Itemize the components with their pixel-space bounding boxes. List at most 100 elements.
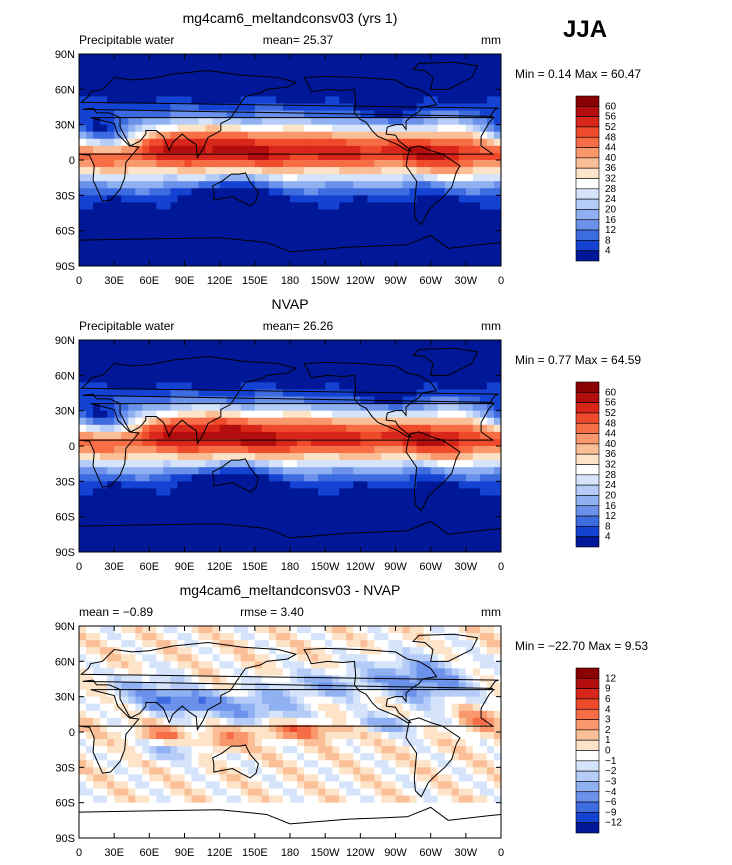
map-cell (451, 502, 460, 511)
map-cell (149, 223, 157, 232)
map-cell (472, 474, 481, 482)
map-cell (297, 495, 305, 504)
map-cell (332, 188, 340, 196)
map-cell (135, 258, 143, 266)
map-cell (479, 382, 488, 391)
map-cell (275, 75, 284, 83)
map-cell (170, 488, 179, 497)
map-cell (170, 138, 179, 147)
map-cell (458, 347, 467, 355)
map-cell (198, 89, 207, 97)
map-cell (451, 689, 460, 698)
map-cell (367, 145, 375, 154)
map-cell (416, 110, 425, 119)
map-cell (318, 152, 326, 161)
colorbar-box (575, 240, 600, 251)
map-cell (247, 474, 256, 482)
map-cell (198, 724, 207, 733)
map-cell (465, 732, 474, 740)
map-cell (486, 152, 495, 161)
map-cell (219, 131, 228, 140)
map-cell (156, 61, 164, 69)
map-cell (451, 347, 460, 355)
map-cell (325, 230, 333, 239)
map-cell (254, 230, 263, 239)
map-cell (451, 410, 460, 419)
map-cell (275, 703, 284, 712)
map-cell (304, 223, 312, 232)
map-cell (374, 375, 383, 383)
map-cell (282, 251, 291, 260)
map-cell (339, 724, 347, 733)
map-cell (219, 347, 228, 355)
map-cell (409, 689, 418, 698)
map-cell (240, 361, 249, 369)
map-cell (465, 340, 474, 348)
map-cell (121, 347, 129, 355)
map-cell (86, 174, 94, 182)
map-cell (486, 647, 495, 655)
map-cell (121, 488, 129, 497)
map-cell (486, 131, 495, 140)
map-cell (325, 544, 333, 552)
map-cell (226, 474, 235, 482)
map-cell (374, 537, 383, 546)
map-cell (437, 117, 446, 126)
map-cell (240, 68, 249, 76)
map-cell (100, 739, 108, 747)
map-cell (388, 523, 397, 532)
map-cell (346, 61, 354, 69)
map-cell (339, 54, 347, 62)
map-cell (416, 453, 425, 461)
map-cell (79, 640, 87, 648)
map-cell (184, 424, 193, 433)
map-cell (486, 54, 495, 62)
map-cell (381, 347, 390, 355)
map-cell (86, 209, 94, 218)
map-cell (346, 230, 354, 239)
map-cell (170, 474, 179, 482)
map-cell (304, 258, 312, 266)
map-cell (304, 516, 312, 525)
map-cell (114, 675, 122, 684)
map-cell (409, 167, 418, 175)
map-cell (332, 202, 340, 211)
map-cell (275, 746, 284, 754)
map-cell (128, 438, 136, 447)
map-cell (79, 502, 87, 511)
map-cell (212, 117, 221, 126)
map-cell (304, 438, 312, 447)
map-cell (100, 640, 108, 648)
map-cell (205, 68, 214, 76)
map-cell (493, 202, 501, 211)
coastline (405, 431, 461, 512)
map-cell (142, 347, 150, 355)
map-cell (430, 732, 439, 740)
map-cell (430, 145, 439, 154)
map-cell (114, 753, 122, 761)
map-cell (318, 82, 326, 90)
map-cell (437, 138, 446, 147)
map-cell (325, 732, 333, 740)
map-cell (381, 516, 390, 525)
map-cell (493, 668, 501, 677)
map-cell (486, 258, 495, 266)
map-cell (254, 54, 263, 62)
map-cell (381, 438, 390, 447)
map-cell (233, 361, 242, 369)
map-cell (233, 145, 242, 154)
map-cell (226, 152, 235, 161)
map-cell (240, 689, 249, 698)
map-cell (360, 138, 368, 147)
map-cell (107, 502, 115, 511)
map-cell (325, 647, 333, 655)
map-cell (184, 110, 193, 119)
map-cell (184, 710, 193, 719)
map-cell (240, 389, 249, 398)
map-cell (86, 739, 94, 747)
map-cell (163, 195, 172, 203)
map-cell (212, 152, 221, 161)
map-cell (437, 732, 446, 740)
map-cell (184, 633, 193, 641)
map-cell (437, 710, 446, 719)
